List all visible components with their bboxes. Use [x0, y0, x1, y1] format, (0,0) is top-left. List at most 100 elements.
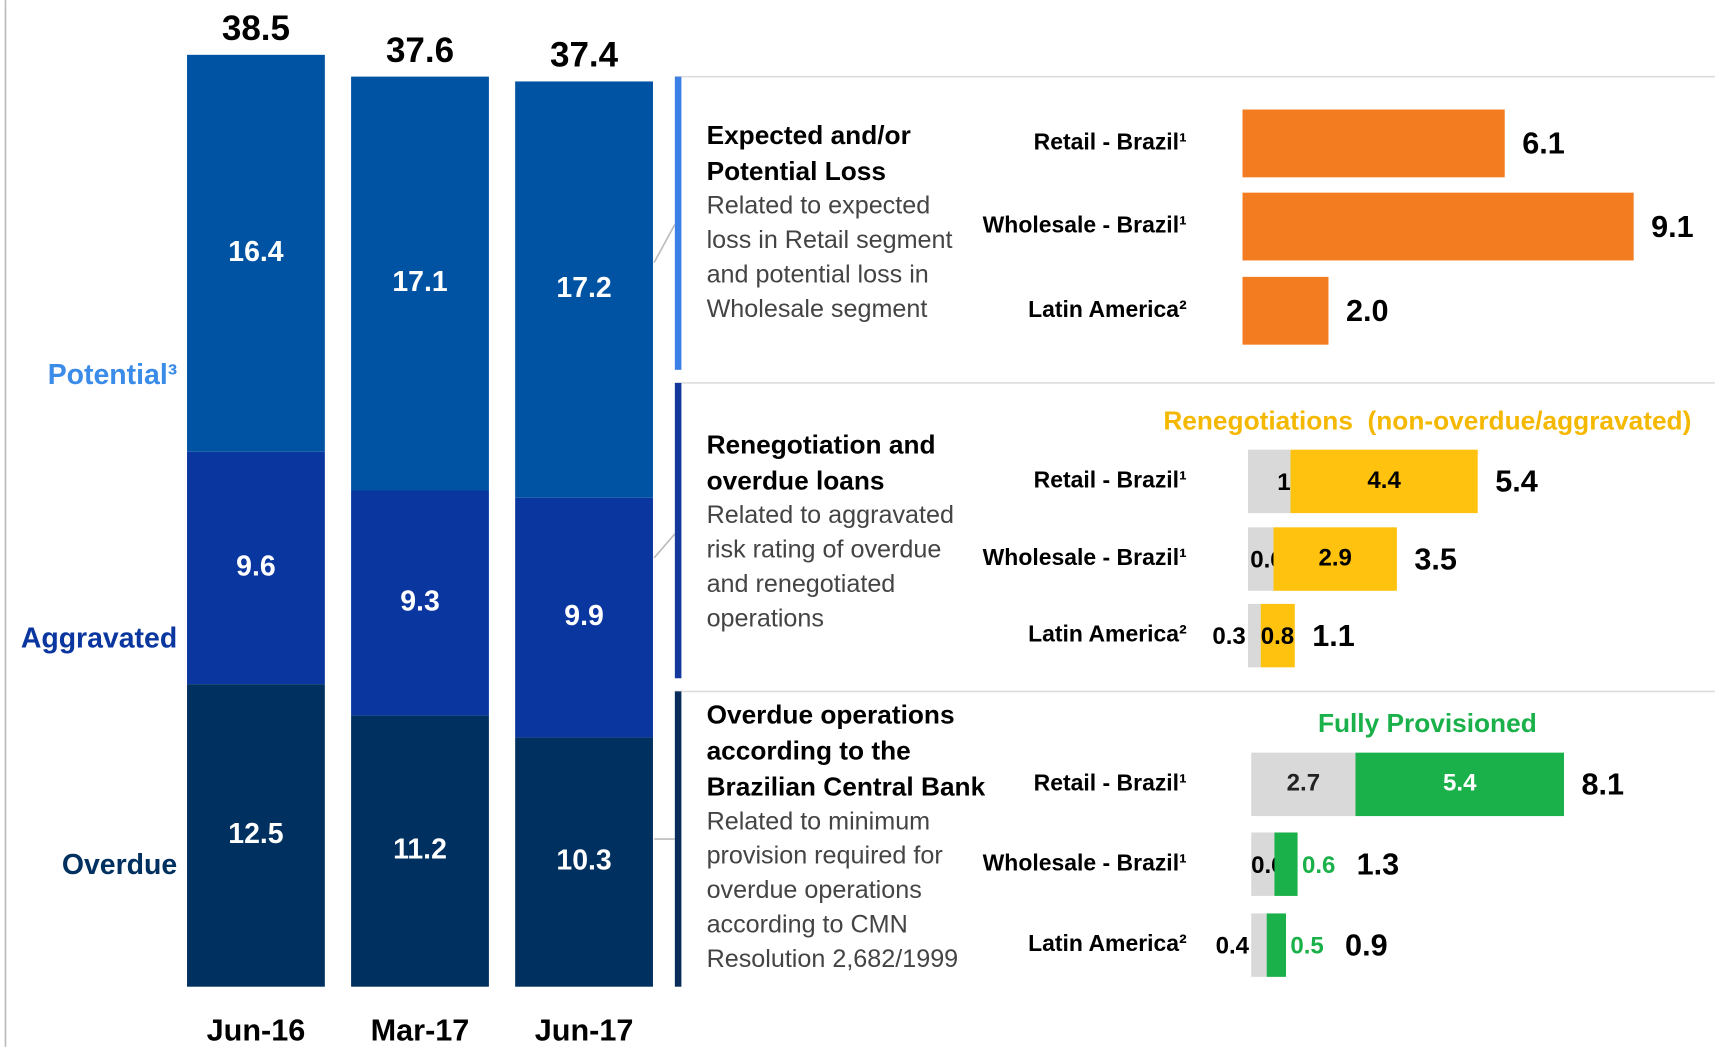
- total-label: 3.5: [1414, 542, 1457, 576]
- panel-background: [674, 382, 1715, 679]
- total-label: 1.3: [1357, 847, 1400, 881]
- panel-title: Brazilian Central Bank: [707, 772, 986, 802]
- bar-segment: [351, 76, 489, 491]
- series-label: Aggravated: [21, 623, 177, 655]
- panel-description: and renegotiated: [707, 570, 896, 598]
- total-label: 1.1: [1312, 619, 1355, 653]
- segment-label: 9.3: [400, 586, 440, 618]
- series-label: Potential³: [48, 359, 177, 391]
- bar: [1273, 527, 1397, 591]
- legend-title: Fully Provisioned: [1318, 708, 1537, 738]
- total-label: 37.6: [386, 31, 454, 70]
- bar: [1242, 192, 1634, 261]
- panel-title: Overdue operations: [707, 699, 955, 729]
- bar-segment: [187, 54, 325, 452]
- category-label: Wholesale - Brazil¹: [983, 212, 1187, 238]
- category-label: Mar-17: [371, 1014, 470, 1047]
- bar-segment: [515, 497, 653, 738]
- bar: [1242, 276, 1329, 345]
- connector: [653, 223, 676, 264]
- panel-description: Related to minimum: [707, 807, 931, 835]
- panel-description: Related to aggravated: [707, 501, 954, 529]
- panel-background: [674, 691, 1715, 987]
- bar: [1266, 913, 1286, 977]
- segment-label: 17.2: [556, 272, 611, 304]
- total-label: 37.4: [550, 36, 619, 75]
- bar: [1242, 109, 1505, 178]
- segment-label: 0.6: [1302, 852, 1335, 879]
- bar-segment: [515, 81, 653, 498]
- category-label: Latin America²: [1028, 930, 1187, 956]
- panel-title: Potential Loss: [707, 156, 886, 186]
- category-label: Retail - Brazil¹: [1034, 466, 1187, 492]
- segment-label: 0.3: [1212, 623, 1245, 650]
- segment-label: 9.9: [564, 600, 604, 632]
- legend-title: Renegotiations (non-overdue/aggravated): [1163, 405, 1691, 435]
- panel-description: operations: [707, 604, 824, 632]
- segment-label: 10.3: [556, 845, 611, 877]
- category-label: Latin America²: [1028, 621, 1187, 647]
- panel-accent: [674, 691, 682, 987]
- panel-description: provision required for: [707, 842, 943, 870]
- panel-description: Resolution 2,682/1999: [707, 945, 959, 973]
- panel-title: Expected and/or: [707, 120, 911, 150]
- total-label: 38.5: [222, 9, 290, 48]
- panel-description: Wholesale segment: [707, 295, 928, 323]
- category-label: Jun-16: [207, 1014, 306, 1047]
- panel-description: according to CMN: [707, 911, 908, 939]
- total-label: 8.1: [1581, 768, 1624, 802]
- segment-label: 0.5: [1290, 933, 1323, 960]
- bar: [1260, 603, 1295, 668]
- bar-segment: [187, 684, 325, 987]
- value-label: 6.1: [1522, 127, 1565, 161]
- bar: [1251, 832, 1275, 896]
- bar: [1274, 832, 1298, 896]
- total-label: 5.4: [1495, 465, 1538, 499]
- bar: [1251, 752, 1356, 817]
- segment-label: 12.5: [228, 818, 284, 850]
- bar: [1247, 449, 1291, 514]
- value-label: 9.1: [1651, 210, 1694, 244]
- total-label: 0.9: [1345, 928, 1388, 962]
- segment-label: 5.4: [1443, 770, 1477, 797]
- segment-label: 2.9: [1318, 544, 1351, 571]
- panel-description: Related to expected: [707, 192, 931, 220]
- segment-label: 16.4: [228, 236, 284, 268]
- segment-label: 0.8: [1261, 623, 1294, 650]
- segment-label: 9.6: [236, 550, 276, 582]
- category-label: Wholesale - Brazil¹: [983, 544, 1187, 570]
- connector: [653, 533, 676, 559]
- bar-segment: [515, 737, 653, 987]
- bar: [1251, 913, 1267, 977]
- category-label: Retail - Brazil¹: [1034, 769, 1187, 795]
- segment-label: 17.1: [392, 266, 448, 298]
- segment-label: 4.4: [1367, 467, 1401, 494]
- panel-accent: [674, 76, 682, 370]
- bar: [1290, 449, 1478, 514]
- segment-label: 1: [1277, 469, 1290, 496]
- category-label: Latin America²: [1028, 296, 1187, 322]
- panel-title: Renegotiation and: [707, 429, 936, 459]
- segment-label: 11.2: [393, 834, 447, 866]
- category-label: Wholesale - Brazil¹: [983, 849, 1187, 875]
- panel-description: risk rating of overdue: [707, 535, 942, 563]
- panel-description: and potential loss in: [707, 260, 929, 288]
- bar-segment: [351, 490, 489, 716]
- bar-segment: [351, 715, 489, 987]
- category-label: Retail - Brazil¹: [1034, 128, 1187, 154]
- series-label: Overdue: [62, 849, 177, 881]
- panel-description: overdue operations: [707, 876, 922, 904]
- bar: [1355, 752, 1564, 817]
- panel-accent: [674, 382, 682, 679]
- bar: [1247, 603, 1261, 668]
- bar-segment: [187, 451, 325, 685]
- panel-title: according to the: [707, 736, 911, 766]
- bar: [1247, 527, 1274, 591]
- segment-label: 2.7: [1287, 770, 1320, 797]
- segment-label: 0.4: [1216, 933, 1250, 960]
- panel-description: loss in Retail segment: [707, 226, 953, 254]
- value-label: 2.0: [1346, 294, 1389, 328]
- panel-title: overdue loans: [707, 465, 885, 495]
